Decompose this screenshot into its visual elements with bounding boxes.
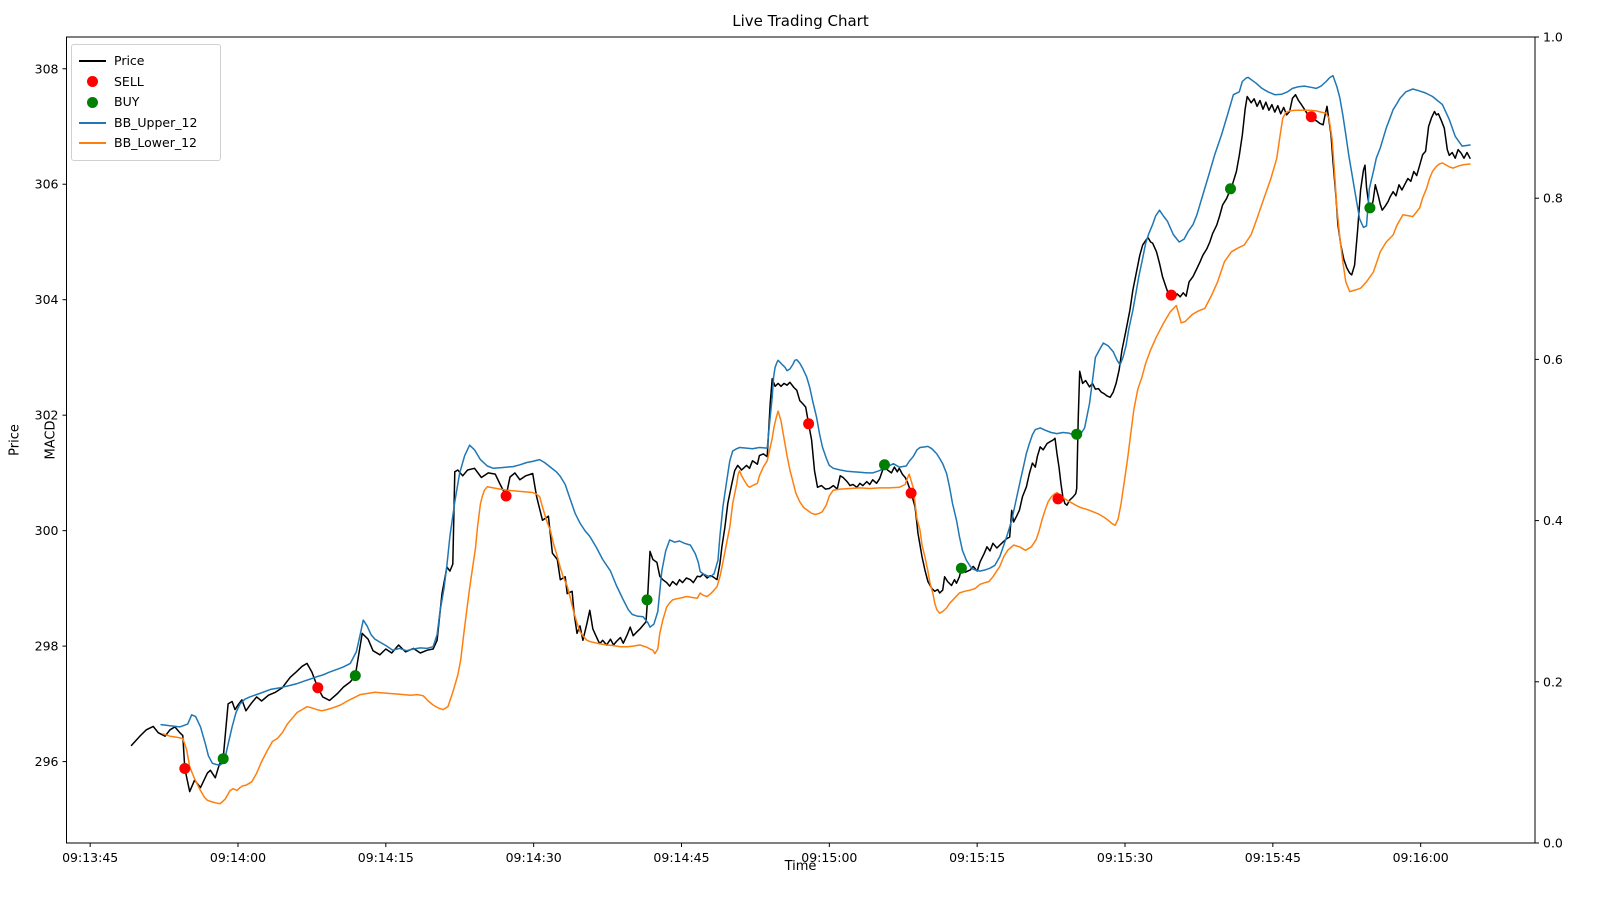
marker-sell xyxy=(803,418,815,430)
x-tick-label: 09:15:00 xyxy=(801,850,857,865)
marker-buy xyxy=(641,594,653,606)
marker-buy xyxy=(1225,183,1236,195)
y-right-tick-label: 0.6 xyxy=(1543,352,1563,367)
x-tick-label: 09:15:45 xyxy=(1245,850,1301,865)
y-left-tick-label: 296 xyxy=(35,754,59,769)
price-axis-label: Price xyxy=(7,424,23,456)
sell-dot-swatch xyxy=(79,76,106,88)
marker-sell xyxy=(500,490,512,502)
legend-label: BB_Upper_12 xyxy=(114,114,198,130)
marker-sell xyxy=(1305,111,1317,123)
macd-axis-label: MACD xyxy=(43,420,59,460)
x-tick-label: 09:15:15 xyxy=(949,850,1005,865)
x-tick-label: 09:15:30 xyxy=(1097,850,1153,865)
series-bb_upper_12 xyxy=(160,74,1471,766)
y-right-tick-label: 0.4 xyxy=(1543,513,1563,528)
x-tick-label: 09:14:45 xyxy=(653,850,709,865)
bb-lower-line-swatch xyxy=(79,142,106,145)
marker-buy xyxy=(349,670,361,682)
marker-sell xyxy=(1165,289,1177,301)
buy-dot-swatch xyxy=(79,96,106,108)
legend: Price SELL BUY BB_Upper_12 BB_Lower_12 xyxy=(71,44,221,161)
y-left-tick-label: 298 xyxy=(35,639,59,654)
marker-sell xyxy=(312,682,324,694)
marker-buy xyxy=(1364,202,1376,214)
x-tick-label: 09:16:00 xyxy=(1393,850,1449,865)
plot-border xyxy=(66,36,1536,844)
series-bb_lower_12 xyxy=(162,109,1471,805)
y-left-tick-label: 306 xyxy=(35,177,59,192)
x-tick-label: 09:14:15 xyxy=(358,850,414,865)
marker-sell xyxy=(1052,493,1064,505)
x-tick-label: 09:14:30 xyxy=(506,850,562,865)
legend-item-sell: SELL xyxy=(79,72,212,93)
series-price xyxy=(130,93,1471,793)
time-axis-label: Time xyxy=(784,859,817,874)
legend-item-price: Price xyxy=(79,51,212,72)
bb-upper-line-swatch xyxy=(79,121,106,124)
y-left-tick-label: 302 xyxy=(35,408,59,423)
legend-item-buy: BUY xyxy=(79,92,212,113)
marker-buy xyxy=(1071,428,1083,440)
x-tick-label: 09:14:00 xyxy=(210,850,266,865)
legend-label: BUY xyxy=(114,94,140,109)
y-right-tick-label: 0.2 xyxy=(1543,674,1563,689)
legend-item-bb-upper: BB_Upper_12 xyxy=(79,113,212,134)
marker-sell xyxy=(905,487,917,499)
legend-item-bb-lower: BB_Lower_12 xyxy=(79,133,212,154)
y-left-tick-label: 300 xyxy=(35,523,59,538)
marker-buy xyxy=(955,562,967,574)
marker-sell xyxy=(179,763,191,774)
chart-title: Live Trading Chart xyxy=(732,12,869,30)
y-right-tick-label: 0.0 xyxy=(1543,836,1563,851)
y-right-tick-label: 1.0 xyxy=(1543,30,1563,45)
legend-label: BB_Lower_12 xyxy=(114,135,198,150)
x-tick-label: 09:13:45 xyxy=(62,850,118,865)
marker-buy xyxy=(879,459,890,471)
legend-label: Price xyxy=(114,53,145,68)
y-right-tick-label: 0.8 xyxy=(1543,191,1563,206)
y-left-tick-label: 304 xyxy=(35,292,59,307)
price-line-swatch xyxy=(79,60,106,63)
y-left-tick-label: 308 xyxy=(35,61,59,76)
legend-label: SELL xyxy=(114,73,144,89)
marker-buy xyxy=(217,753,229,765)
